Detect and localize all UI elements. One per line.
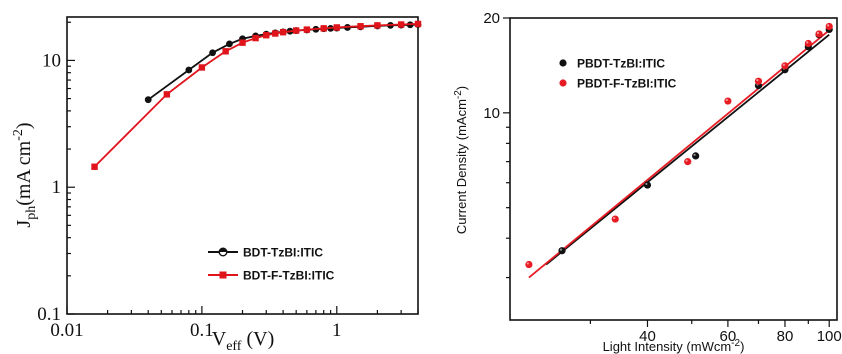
data-point [333, 24, 340, 31]
fit-line [545, 34, 830, 266]
x-tick-label: 40 [639, 328, 656, 345]
data-point-highlight [725, 98, 728, 102]
data-point [724, 97, 732, 105]
data-point-highlight [645, 182, 648, 186]
data-point [374, 22, 381, 29]
svg-text:Current Density (mAcm-2): Current Density (mAcm-2) [453, 86, 469, 234]
x-tick-label: 0.01 [50, 320, 83, 341]
y-tick-label: 1 [52, 177, 62, 198]
data-point [643, 181, 652, 189]
data-point [222, 48, 229, 55]
data-point-highlight [685, 159, 688, 162]
data-point [209, 49, 216, 57]
svg-text:Jph(mA cm-2): Jph(mA cm-2) [11, 122, 39, 227]
data-point [320, 25, 327, 32]
legend-label: PBDT-TzBI:ITIC [577, 57, 665, 71]
fit-line [528, 29, 830, 279]
legend-label: PBDT-F-TzBI:ITIC [577, 77, 677, 91]
data-point [815, 30, 823, 38]
x-axis-title: Light Intensity (mWcm-2) [603, 338, 745, 354]
data-point [279, 28, 287, 36]
y-tick-label: 20 [483, 10, 500, 27]
data-point [91, 163, 98, 170]
data-point [825, 22, 833, 31]
data-point [272, 30, 279, 37]
y-tick-label: 10 [42, 50, 61, 71]
legend-marker [219, 271, 227, 279]
data-point [185, 66, 193, 74]
x-tick-label: 60 [720, 328, 737, 345]
data-point-highlight [526, 262, 529, 265]
legend-marker [559, 59, 567, 67]
data-point [239, 39, 246, 46]
data-point [754, 77, 763, 85]
y-tick-label: 0.1 [37, 304, 61, 325]
data-point-highlight [806, 41, 809, 44]
data-point [357, 23, 364, 30]
data-point-highlight [756, 79, 759, 82]
data-point [397, 21, 405, 28]
x-tick-label: 80 [777, 328, 794, 345]
plot-frame [509, 17, 838, 321]
data-point [292, 27, 300, 34]
data-point [414, 20, 422, 28]
legend-label: BDT-TzBI:ITIC [243, 246, 323, 260]
data-point-highlight [782, 63, 785, 66]
legend-label: BDT-F-TzBI:ITIC [243, 269, 335, 283]
data-point [558, 247, 566, 255]
data-point-highlight [816, 31, 820, 34]
y-tick-label: 10 [483, 105, 500, 122]
x-tick-label: 1 [332, 320, 342, 341]
data-point [692, 152, 700, 160]
x-axis-title: Veff (V) [212, 328, 275, 354]
data-point [525, 260, 533, 269]
data-point-highlight [613, 216, 616, 220]
data-point [163, 91, 171, 98]
data-point [303, 26, 311, 33]
data-point [252, 34, 259, 42]
data-point [781, 62, 789, 70]
legend-marker-fill [219, 248, 227, 252]
data-point [144, 96, 152, 104]
x-tick-label: 100 [817, 328, 842, 345]
y-axis-title: Current Density (mAcm-2) [453, 86, 469, 234]
data-point [611, 215, 619, 223]
y-axis-title: Jph(mA cm-2) [11, 122, 39, 227]
data-point-highlight [827, 24, 830, 27]
data-point [684, 158, 692, 166]
data-point [804, 39, 812, 48]
data-point [198, 64, 206, 71]
data-point-highlight [693, 153, 696, 156]
data-point-highlight [559, 248, 563, 251]
legend-marker [559, 79, 567, 87]
data-point [263, 32, 270, 39]
x-tick-label: 0.1 [190, 320, 214, 341]
data-point [226, 40, 233, 48]
